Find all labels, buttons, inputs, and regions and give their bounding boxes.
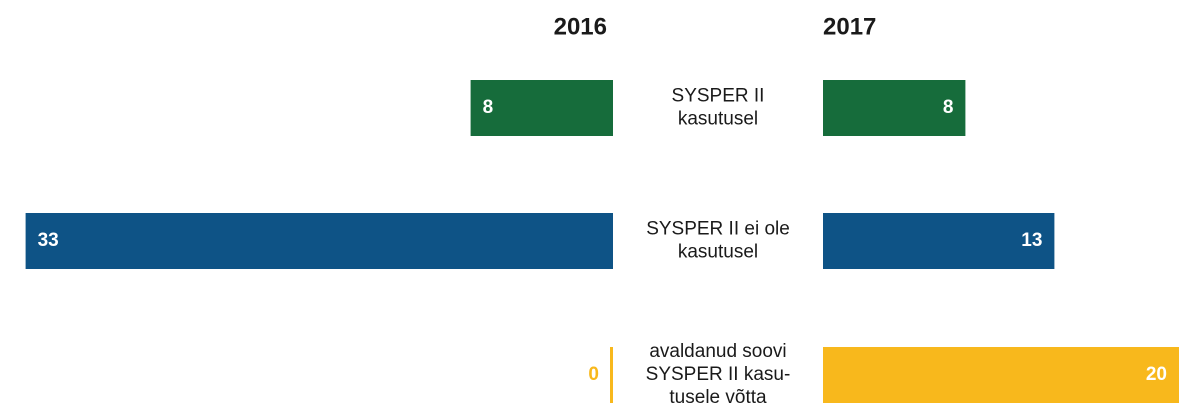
category-label: SYSPER II kasu- [646,364,791,385]
bar [25,213,614,269]
value-label: 8 [483,97,494,118]
category-label: kasutusel [678,109,758,130]
bar [470,80,613,136]
category-label: avaldanud soovi [649,341,786,362]
bar [823,80,966,136]
bar [610,347,613,403]
series-header: 2017 [823,13,876,40]
series-header: 2016 [554,13,607,40]
value-label: 33 [38,230,59,251]
value-label: 0 [588,364,599,385]
value-label: 8 [943,97,954,118]
category-label: tusele võtta [669,387,767,408]
bar [823,213,1055,269]
value-label: 20 [1146,364,1167,385]
category-label: SYSPER II ei ole [646,219,790,240]
category-label: SYSPER II [672,86,765,107]
bar [823,347,1179,403]
category-label: kasutusel [678,242,758,263]
value-label: 13 [1021,230,1042,251]
